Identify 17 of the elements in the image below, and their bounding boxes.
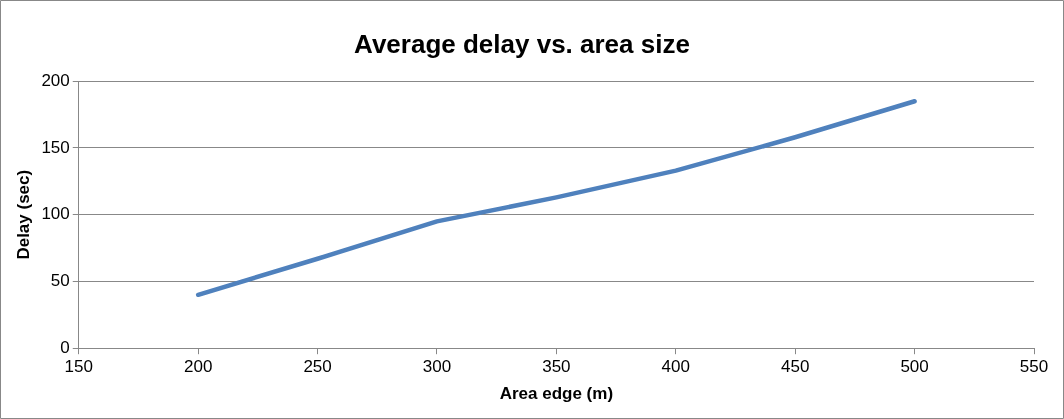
y-tick-label: 200 <box>41 70 70 90</box>
x-tick-label: 250 <box>303 357 332 377</box>
y-tick-label: 50 <box>50 271 70 291</box>
x-tick-label: 200 <box>183 357 213 377</box>
y-tick-label: 100 <box>41 204 70 224</box>
x-axis-title: Area edge (m) <box>499 384 614 404</box>
x-tick-label: 400 <box>661 357 690 377</box>
x-tick-label: 550 <box>1019 357 1049 377</box>
chart-title: Average delay vs. area size <box>354 28 690 59</box>
x-tick-label: 450 <box>781 357 810 377</box>
y-tick-label: 0 <box>60 337 70 357</box>
x-tick-label: 150 <box>64 357 93 377</box>
x-tick-label: 300 <box>422 357 452 377</box>
y-tick-label: 150 <box>41 137 70 157</box>
x-tick-label: 500 <box>900 357 929 377</box>
x-tick-label: 350 <box>542 357 571 377</box>
y-axis-title: Delay (sec) <box>13 169 33 260</box>
